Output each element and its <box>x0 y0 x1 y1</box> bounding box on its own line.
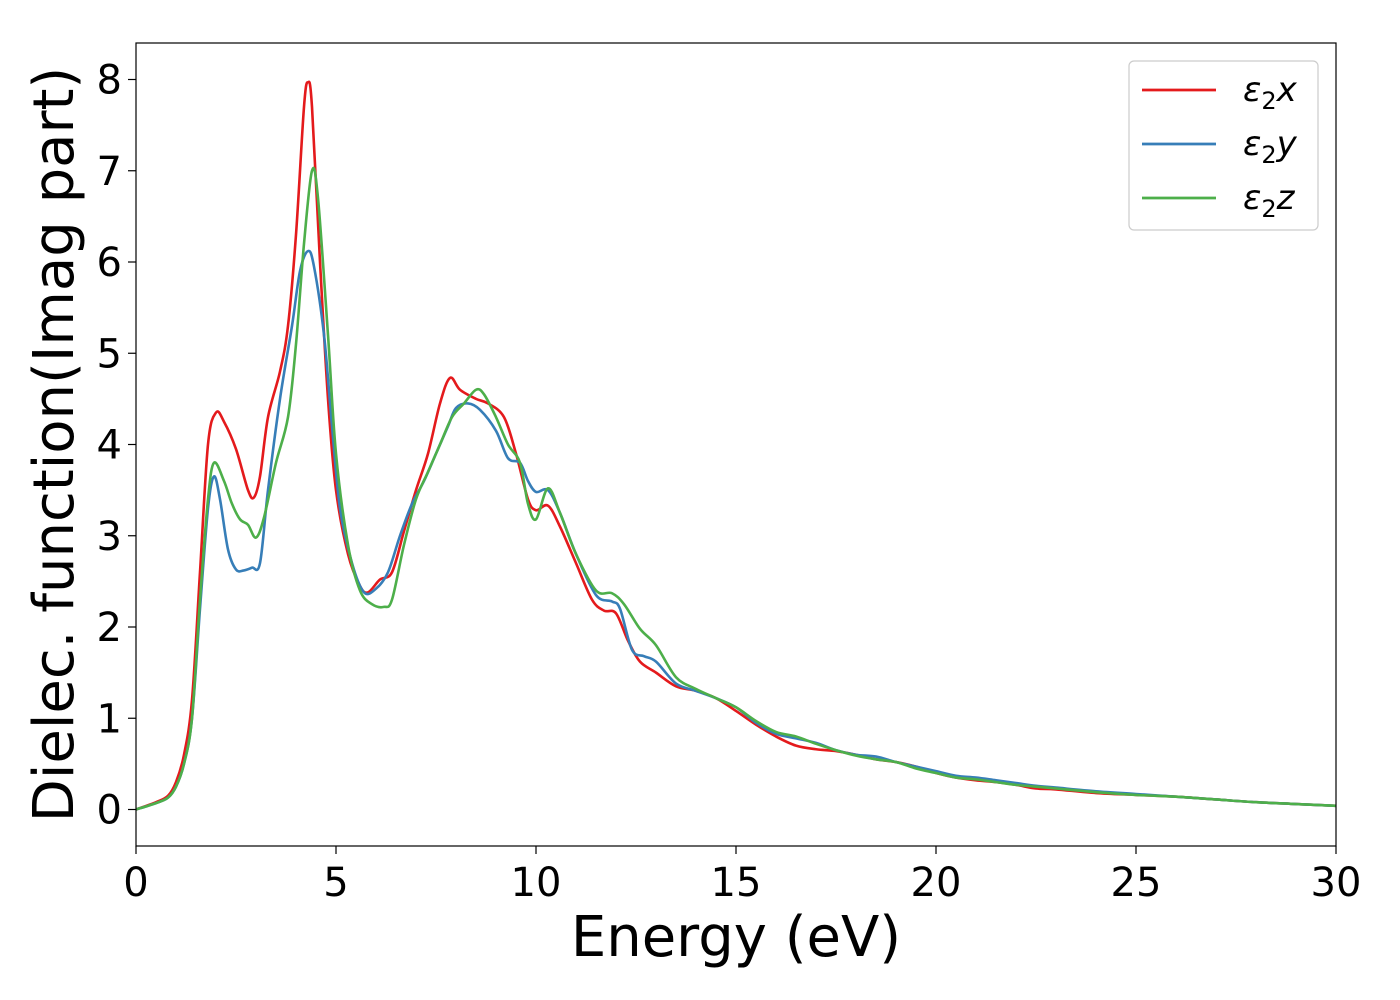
y-axis-label: Dielec. function(Imag part) <box>22 67 87 823</box>
y-tick-label: 8 <box>97 58 122 104</box>
y-axis-ticks: 0 1 2 3 4 5 6 7 8 <box>97 58 136 834</box>
series-line-y <box>136 249 1336 811</box>
x-axis-ticks: 0 5 10 15 20 25 30 <box>123 846 1361 906</box>
y-tick-label: 7 <box>97 149 122 195</box>
legend-label-x: ε2x <box>1243 70 1298 115</box>
y-tick-label: 4 <box>97 423 122 469</box>
x-axis-label: Energy (eV) <box>571 905 901 970</box>
y-tick-label: 5 <box>97 331 122 377</box>
y-tick-label: 1 <box>97 696 122 742</box>
x-tick-label: 10 <box>511 860 562 906</box>
x-tick-label: 15 <box>711 860 762 906</box>
x-tick-label: 20 <box>911 860 962 906</box>
y-tick-label: 2 <box>97 605 122 651</box>
legend-label-y: ε2y <box>1243 124 1298 169</box>
series-line-z <box>136 166 1336 811</box>
x-tick-label: 5 <box>323 860 348 906</box>
series-layer <box>136 80 1336 811</box>
legend: ε2x ε2y ε2z <box>1128 60 1319 231</box>
legend-box <box>1128 60 1319 231</box>
y-tick-label: 6 <box>97 240 122 286</box>
y-tick-label: 0 <box>97 788 122 834</box>
x-tick-label: 30 <box>1311 860 1362 906</box>
x-tick-label: 25 <box>1111 860 1162 906</box>
x-tick-label: 0 <box>123 860 148 906</box>
legend-label-z: ε2z <box>1243 178 1296 223</box>
y-tick-label: 3 <box>97 514 122 560</box>
